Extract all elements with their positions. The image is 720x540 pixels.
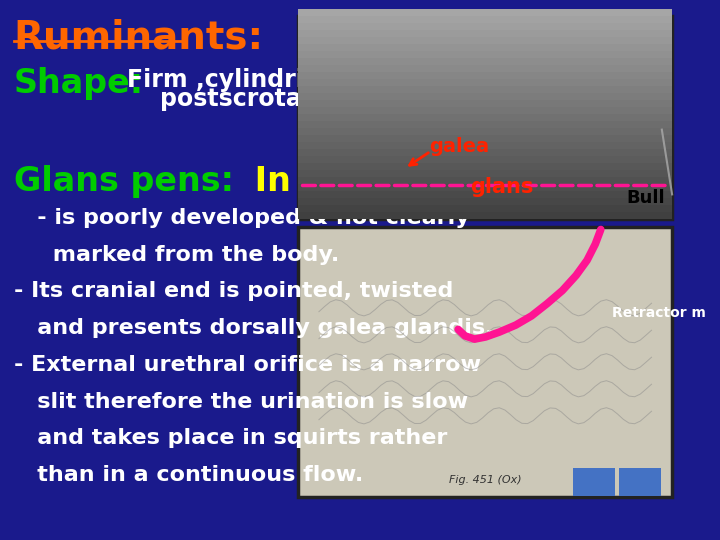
Bar <box>572 468 615 496</box>
Bar <box>298 205 672 212</box>
Bar <box>298 30 672 37</box>
Bar <box>298 227 672 497</box>
Bar <box>298 170 672 177</box>
Bar <box>298 142 672 149</box>
Bar <box>618 468 661 496</box>
Bar <box>298 114 672 121</box>
Text: postscrotal sigmoid flexure.: postscrotal sigmoid flexure. <box>127 87 534 111</box>
Text: than in a continuous flow.: than in a continuous flow. <box>14 465 363 485</box>
Bar <box>298 79 672 86</box>
Text: Firm ,cylindrical,  has: Firm ,cylindrical, has <box>127 68 414 91</box>
Bar <box>298 100 672 107</box>
Bar <box>298 212 672 219</box>
Text: and presents dorsally galea glandis.: and presents dorsally galea glandis. <box>14 318 493 338</box>
Text: galea: galea <box>428 137 489 157</box>
Text: Shape:: Shape: <box>14 68 144 100</box>
Bar <box>298 191 672 198</box>
Bar <box>298 51 672 58</box>
Text: and takes place in squirts rather: and takes place in squirts rather <box>14 428 447 448</box>
Text: Ruminants:: Ruminants: <box>14 19 264 57</box>
Bar <box>298 184 672 191</box>
Bar <box>298 10 672 16</box>
Text: - External urethral orifice is a narrow: - External urethral orifice is a narrow <box>14 355 481 375</box>
Text: Bull: Bull <box>626 189 665 207</box>
Bar <box>298 107 672 114</box>
Bar <box>298 86 672 93</box>
Text: In ox: In ox <box>243 165 347 198</box>
Text: slit therefore the urination is slow: slit therefore the urination is slow <box>14 392 468 411</box>
Text: Glans pens:: Glans pens: <box>14 165 234 198</box>
Text: - is poorly developed & not clearly: - is poorly developed & not clearly <box>14 208 469 228</box>
Bar <box>298 163 672 170</box>
Bar <box>298 198 672 205</box>
Bar <box>298 72 672 79</box>
Bar <box>298 37 672 44</box>
Bar <box>298 128 672 135</box>
Bar <box>298 149 672 156</box>
Bar <box>298 23 672 30</box>
Text: glans: glans <box>469 177 534 198</box>
Bar <box>298 156 672 163</box>
Bar <box>298 135 672 142</box>
Bar <box>298 16 672 23</box>
Text: Retractor m: Retractor m <box>613 306 706 320</box>
Bar <box>298 121 672 128</box>
Bar <box>298 93 672 100</box>
Text: marked from the body.: marked from the body. <box>14 245 339 265</box>
Bar <box>298 65 672 72</box>
Text: Fig. 451 (Ox): Fig. 451 (Ox) <box>449 475 521 485</box>
Bar <box>298 58 672 65</box>
Bar <box>298 16 672 219</box>
Bar <box>298 44 672 51</box>
Bar <box>298 177 672 184</box>
Text: - Its cranial end is pointed, twisted: - Its cranial end is pointed, twisted <box>14 281 453 301</box>
